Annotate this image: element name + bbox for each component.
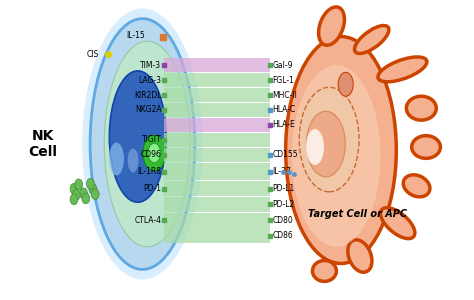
Ellipse shape [148,143,161,163]
Bar [164,213,270,228]
Ellipse shape [75,179,82,190]
Text: TIGIT: TIGIT [142,135,161,144]
Ellipse shape [338,72,353,96]
Ellipse shape [109,71,166,202]
Ellipse shape [348,240,372,272]
Ellipse shape [299,87,359,192]
Ellipse shape [286,37,396,263]
Text: FGL-1: FGL-1 [273,76,294,85]
Ellipse shape [306,129,324,165]
Ellipse shape [80,188,87,199]
Text: KIR2DL: KIR2DL [134,91,161,100]
Text: CTLA-4: CTLA-4 [135,216,161,225]
Bar [164,118,270,132]
Ellipse shape [143,135,165,171]
Text: NKG2A: NKG2A [135,106,161,115]
Text: PD-L2: PD-L2 [273,200,295,209]
Ellipse shape [381,208,415,239]
Ellipse shape [319,7,345,45]
Bar [164,197,270,212]
Text: PD-L1: PD-L1 [273,184,295,193]
Ellipse shape [406,96,436,120]
Ellipse shape [292,65,381,247]
Text: NK
Cell: NK Cell [29,129,58,159]
Text: PD-1: PD-1 [143,184,161,193]
Bar [164,148,270,162]
Text: CIS: CIS [87,50,99,59]
Ellipse shape [89,183,97,194]
Ellipse shape [70,194,78,205]
Ellipse shape [70,183,78,194]
Text: CD86: CD86 [273,231,293,240]
Bar [164,103,270,117]
Ellipse shape [82,193,90,204]
Text: CD96: CD96 [140,150,161,159]
Ellipse shape [73,189,80,200]
Text: TIM-3: TIM-3 [140,61,161,70]
Text: Target Cell or APC: Target Cell or APC [308,209,407,219]
Ellipse shape [82,9,203,280]
Text: HLA-E: HLA-E [273,120,295,129]
Ellipse shape [378,57,427,82]
Ellipse shape [306,111,345,177]
Ellipse shape [104,41,190,247]
Bar [164,73,270,87]
Bar [164,164,270,180]
Bar [164,88,270,102]
Text: CD155: CD155 [273,150,298,159]
Bar [164,58,270,72]
Text: IL-15: IL-15 [126,31,145,40]
Text: Gal-9: Gal-9 [273,61,293,70]
Text: IL-37: IL-37 [273,167,292,176]
Ellipse shape [87,178,94,189]
Text: MHC-II: MHC-II [273,91,297,100]
Ellipse shape [91,189,99,200]
Text: HLA-C: HLA-C [273,106,296,115]
Ellipse shape [128,148,138,172]
Ellipse shape [109,142,124,176]
Ellipse shape [90,19,195,269]
Ellipse shape [412,136,440,158]
Bar [164,133,270,147]
Ellipse shape [403,175,430,197]
Bar [164,181,270,196]
Bar [164,228,270,243]
Text: CD80: CD80 [273,216,293,225]
Ellipse shape [355,26,389,53]
Ellipse shape [312,260,337,281]
Text: LAG-3: LAG-3 [138,76,161,85]
Text: IL-1R8: IL-1R8 [137,167,161,176]
